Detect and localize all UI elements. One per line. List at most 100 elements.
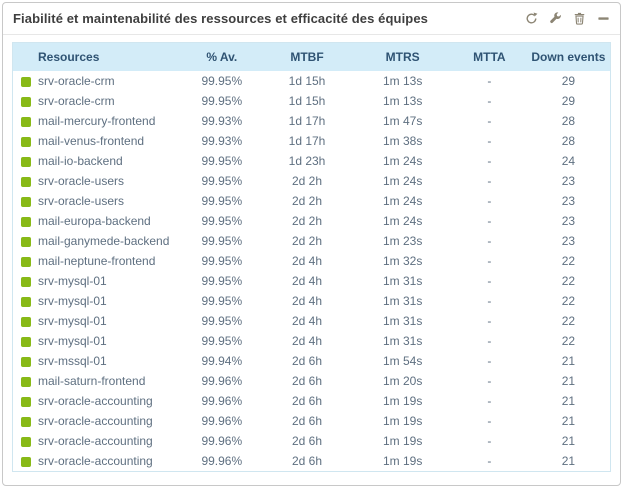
mtrs-value: 1m 24s (353, 171, 452, 191)
status-up-icon (21, 76, 31, 87)
resource-name: srv-mssql-01 (38, 353, 107, 368)
availability-value: 99.95% (182, 71, 261, 91)
mtbf-value: 2d 4h (260, 311, 354, 331)
down-events-value: 22 (526, 331, 611, 351)
mtrs-value: 1m 23s (353, 231, 452, 251)
widget-toolbar (524, 12, 610, 26)
status-up-icon (21, 356, 31, 367)
status-up-icon (21, 216, 31, 227)
down-events-value: 23 (526, 211, 611, 231)
availability-value: 99.96% (182, 451, 261, 472)
table-body: srv-oracle-crm 99.95% 1d 15h 1m 13s -29 srv-o… (12, 71, 611, 472)
mtta-value: - (452, 451, 527, 472)
table-row[interactable]: srv-oracle-users 99.95% 2d 2h 1m 24s -23 (12, 171, 611, 191)
mtta-value: - (452, 71, 527, 91)
mtbf-value: 1d 23h (260, 151, 354, 171)
column-header-down-events[interactable]: Down events (526, 42, 611, 71)
table-row[interactable]: mail-mercury-frontend 99.93% 1d 17h 1m 47s -… (12, 111, 611, 131)
mtta-value: - (452, 431, 527, 451)
mtbf-value: 1d 17h (260, 111, 354, 131)
table-row[interactable]: mail-europa-backend 99.95% 2d 2h 1m 24s -23 (12, 211, 611, 231)
table-row[interactable]: srv-oracle-accounting 99.96% 2d 6h 1m 19s -2… (12, 391, 611, 411)
mtrs-value: 1m 19s (353, 451, 452, 472)
mtta-value: - (452, 91, 527, 111)
minimize-icon[interactable] (596, 12, 610, 26)
table-row[interactable]: srv-mysql-01 99.95% 2d 4h 1m 31s -22 (12, 331, 611, 351)
mtta-value: - (452, 151, 527, 171)
table-row[interactable]: srv-oracle-users 99.95% 2d 2h 1m 24s -23 (12, 191, 611, 211)
column-header-mtbf[interactable]: MTBF (260, 42, 354, 71)
table-row[interactable]: srv-mysql-01 99.95% 2d 4h 1m 31s -22 (12, 271, 611, 291)
down-events-value: 28 (526, 131, 611, 151)
mtrs-value: 1m 19s (353, 431, 452, 451)
wrench-icon[interactable] (548, 12, 562, 26)
mtta-value: - (452, 231, 527, 251)
table-row[interactable]: srv-mysql-01 99.95% 2d 4h 1m 31s -22 (12, 311, 611, 331)
availability-value: 99.93% (182, 111, 261, 131)
refresh-icon[interactable] (524, 12, 538, 26)
mtrs-value: 1m 54s (353, 351, 452, 371)
availability-value: 99.93% (182, 131, 261, 151)
down-events-value: 22 (526, 271, 611, 291)
mtrs-value: 1m 32s (353, 251, 452, 271)
widget-title: Fiabilité et maintenabilité des ressourc… (13, 11, 429, 26)
down-events-value: 29 (526, 91, 611, 111)
table-header-row: Resources% Av. MTBF MTRS MTTA Down events (12, 42, 611, 71)
trash-icon[interactable] (572, 12, 586, 26)
status-up-icon (21, 236, 31, 247)
availability-value: 99.95% (182, 191, 261, 211)
table-row[interactable]: srv-oracle-accounting 99.96% 2d 6h 1m 19s -2… (12, 411, 611, 431)
resource-name: mail-mercury-frontend (38, 113, 156, 128)
table-row[interactable]: srv-oracle-accounting 99.96% 2d 6h 1m 19s -2… (12, 431, 611, 451)
table-row[interactable]: mail-saturn-frontend 99.96% 2d 6h 1m 20s -21 (12, 371, 611, 391)
down-events-value: 22 (526, 311, 611, 331)
mtta-value: - (452, 251, 527, 271)
table-row[interactable]: mail-venus-frontend 99.93% 1d 17h 1m 38s -28 (12, 131, 611, 151)
table-row[interactable]: mail-ganymede-backend 99.95% 2d 2h 1m 23s -2… (12, 231, 611, 251)
availability-value: 99.95% (182, 151, 261, 171)
down-events-value: 29 (526, 71, 611, 91)
mtta-value: - (452, 391, 527, 411)
table-row[interactable]: srv-oracle-crm 99.95% 1d 15h 1m 13s -29 (12, 91, 611, 111)
mtbf-value: 1d 15h (260, 91, 354, 111)
status-up-icon (21, 456, 31, 467)
column-header-resources[interactable]: Resources (12, 42, 183, 71)
table-row[interactable]: mail-io-backend 99.95% 1d 23h 1m 24s -24 (12, 151, 611, 171)
column-header-av[interactable]: % Av. (182, 42, 261, 71)
mtrs-value: 1m 24s (353, 211, 452, 231)
table-row[interactable]: srv-mysql-01 99.95% 2d 4h 1m 31s -22 (12, 291, 611, 311)
mtta-value: - (452, 171, 527, 191)
status-up-icon (21, 396, 31, 407)
mtbf-value: 2d 2h (260, 191, 354, 211)
mtbf-value: 2d 4h (260, 291, 354, 311)
mtrs-value: 1m 31s (353, 271, 452, 291)
widget-body: Resources% Av. MTBF MTRS MTTA Down events sr… (3, 35, 620, 472)
availability-value: 99.95% (182, 311, 261, 331)
mtbf-value: 2d 6h (260, 391, 354, 411)
table-row[interactable]: mail-neptune-frontend 99.95% 2d 4h 1m 32s -2… (12, 251, 611, 271)
status-up-icon (21, 256, 31, 267)
status-up-icon (21, 136, 31, 147)
resource-name: srv-mysql-01 (38, 313, 107, 328)
mtbf-value: 2d 6h (260, 431, 354, 451)
column-header-mtrs[interactable]: MTRS (353, 42, 452, 71)
mtrs-value: 1m 13s (353, 91, 452, 111)
mtbf-value: 2d 6h (260, 371, 354, 391)
table-row[interactable]: srv-mssql-01 99.94% 2d 6h 1m 54s -21 (12, 351, 611, 371)
status-up-icon (21, 376, 31, 387)
resource-name: srv-mysql-01 (38, 273, 107, 288)
availability-value: 99.96% (182, 431, 261, 451)
resource-name: srv-oracle-accounting (38, 433, 153, 448)
table-row[interactable]: srv-oracle-accounting 99.96% 2d 6h 1m 19s -2… (12, 451, 611, 472)
dashboard-widget: Fiabilité et maintenabilité des ressourc… (2, 2, 621, 486)
down-events-value: 24 (526, 151, 611, 171)
mtta-value: - (452, 191, 527, 211)
mtrs-value: 1m 19s (353, 411, 452, 431)
table-row[interactable]: srv-oracle-crm 99.95% 1d 15h 1m 13s -29 (12, 71, 611, 91)
column-header-mtta[interactable]: MTTA (452, 42, 527, 71)
mtrs-value: 1m 19s (353, 391, 452, 411)
mtta-value: - (452, 131, 527, 151)
mtbf-value: 2d 2h (260, 231, 354, 251)
down-events-value: 21 (526, 391, 611, 411)
mtta-value: - (452, 291, 527, 311)
